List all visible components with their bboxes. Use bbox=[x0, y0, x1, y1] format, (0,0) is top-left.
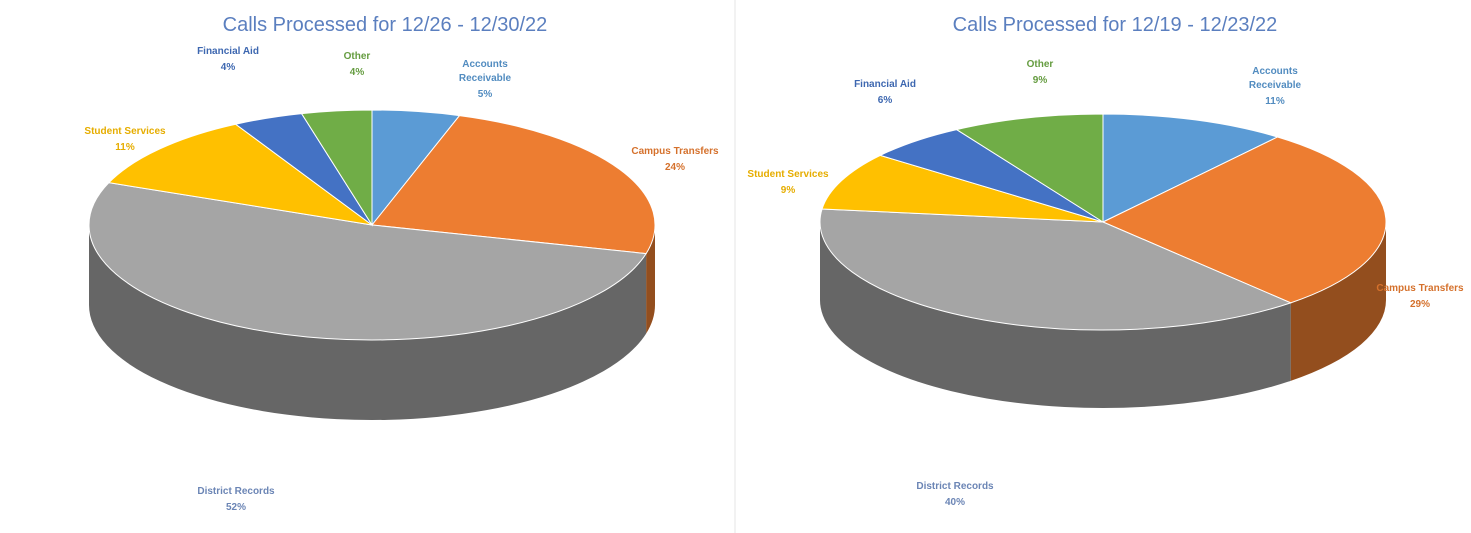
slice-value-label: 5% bbox=[477, 89, 493, 100]
slice-side bbox=[820, 222, 1291, 408]
slice-value-label: 52% bbox=[225, 502, 246, 513]
slice-value-label: 9% bbox=[780, 185, 796, 196]
slice bbox=[300, 109, 373, 227]
slice-label: District Records bbox=[916, 481, 994, 492]
slice-value-label: 11% bbox=[115, 142, 135, 153]
slice-label: Accounts Receivable bbox=[1248, 66, 1302, 91]
slice-value-label: 29% bbox=[1409, 299, 1430, 310]
slice bbox=[1101, 136, 1387, 304]
slice-side bbox=[646, 225, 655, 334]
chart-title: Calls Processed for 12/26 - 12/30/22 bbox=[222, 14, 548, 36]
slice bbox=[88, 182, 647, 341]
slice-label: Campus Transfers bbox=[631, 146, 719, 157]
slice-label: Financial Aid bbox=[197, 46, 259, 57]
slice-value-label: 9% bbox=[1032, 75, 1048, 86]
slice-label: Campus Transfers bbox=[1376, 283, 1464, 294]
slice-label: Other bbox=[343, 51, 371, 62]
slice-label: Accounts Receivable bbox=[458, 59, 512, 84]
slice-side bbox=[89, 225, 647, 420]
slice-value-label: 4% bbox=[349, 67, 365, 78]
slice bbox=[107, 123, 373, 226]
slice-value-label: 11% bbox=[1265, 96, 1285, 107]
chart-title: Calls Processed for 12/19 - 12/23/22 bbox=[952, 14, 1278, 36]
slice-label: District Records bbox=[197, 486, 275, 497]
slice bbox=[955, 113, 1104, 223]
slice-value-label: 4% bbox=[220, 62, 236, 73]
slice bbox=[371, 115, 656, 255]
slice-label: Student Services bbox=[84, 126, 166, 137]
slice-side bbox=[1290, 222, 1387, 381]
slice-value-label: 6% bbox=[877, 95, 893, 106]
slice-value-label: 40% bbox=[944, 497, 965, 508]
slice-label: Student Services bbox=[747, 169, 829, 180]
slice-label: Other bbox=[1026, 59, 1054, 70]
slice bbox=[821, 154, 1104, 223]
slice bbox=[819, 208, 1293, 331]
slice bbox=[1102, 113, 1279, 223]
slice-label: Financial Aid bbox=[854, 79, 916, 90]
slice-value-label: 24% bbox=[664, 162, 685, 173]
